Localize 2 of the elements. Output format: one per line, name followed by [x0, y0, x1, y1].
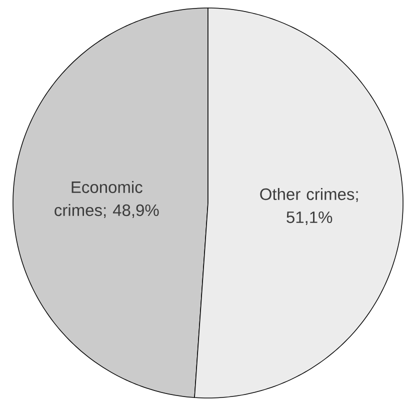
slice-label: Other crimes; 51,1%	[260, 188, 358, 226]
slice-label: Economic crimes; 48,9%	[54, 180, 159, 218]
